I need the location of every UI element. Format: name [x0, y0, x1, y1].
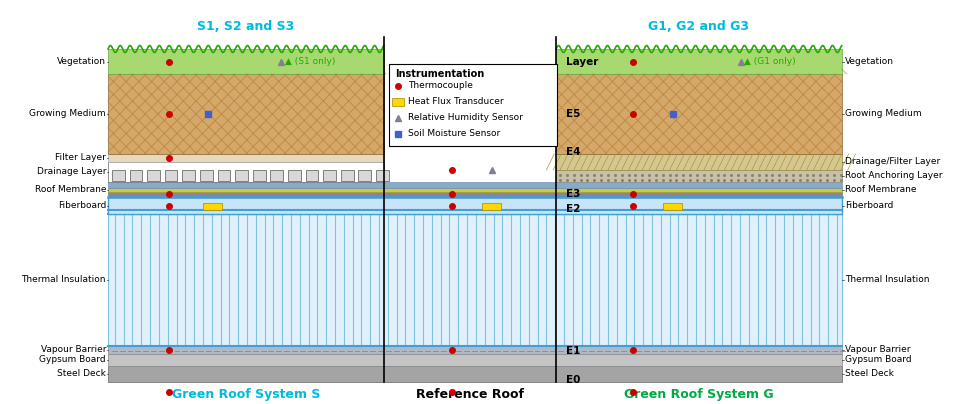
Bar: [108, 188, 842, 192]
Bar: [556, 74, 842, 154]
Text: Relative Humidity Sensor: Relative Humidity Sensor: [408, 114, 523, 122]
Text: Vapour Barrier: Vapour Barrier: [845, 345, 910, 354]
Text: Vapour Barrier: Vapour Barrier: [40, 345, 106, 354]
Bar: [253, 170, 266, 181]
Text: Fiberboard: Fiberboard: [58, 201, 106, 210]
Text: Roof Membrane: Roof Membrane: [845, 185, 916, 194]
Text: E1: E1: [566, 346, 581, 356]
Text: ▲ (G1 only): ▲ (G1 only): [744, 57, 795, 66]
Text: Green Roof System S: Green Roof System S: [171, 388, 320, 401]
Bar: [108, 154, 384, 162]
Text: Drainage/Filter Layer: Drainage/Filter Layer: [845, 158, 940, 166]
Text: E0: E0: [566, 375, 581, 385]
Text: Steel Deck: Steel Deck: [845, 370, 894, 379]
Bar: [165, 170, 177, 181]
Bar: [482, 202, 502, 210]
Bar: [556, 170, 842, 182]
Bar: [218, 170, 230, 181]
Bar: [108, 366, 842, 382]
Bar: [108, 182, 842, 188]
Text: Instrumentation: Instrumentation: [395, 69, 484, 79]
Bar: [108, 49, 384, 74]
Bar: [556, 49, 842, 74]
Text: Gypsum Board: Gypsum Board: [39, 356, 106, 364]
Bar: [358, 170, 371, 181]
Text: Green Roof System G: Green Roof System G: [624, 388, 774, 401]
Text: E3: E3: [566, 189, 581, 199]
Bar: [108, 354, 842, 366]
Bar: [182, 170, 195, 181]
Text: E5: E5: [566, 109, 581, 119]
Text: Thermocouple: Thermocouple: [408, 82, 473, 90]
Bar: [288, 170, 300, 181]
Bar: [663, 202, 683, 210]
Bar: [108, 197, 842, 214]
Text: G1, G2 and G3: G1, G2 and G3: [648, 21, 749, 34]
Text: Filter Layer: Filter Layer: [55, 154, 106, 162]
Bar: [235, 170, 247, 181]
Bar: [108, 162, 384, 182]
Bar: [271, 170, 283, 181]
Text: Reference Roof: Reference Roof: [416, 388, 524, 401]
Bar: [305, 170, 319, 181]
Text: Steel Deck: Steel Deck: [57, 370, 106, 379]
Text: E4: E4: [566, 147, 581, 157]
Text: Vegetation: Vegetation: [845, 57, 894, 66]
Bar: [324, 170, 336, 181]
Text: Soil Moisture Sensor: Soil Moisture Sensor: [408, 130, 501, 139]
Text: ▲ (S1 only): ▲ (S1 only): [285, 57, 335, 66]
Text: Thermal Insulation: Thermal Insulation: [21, 276, 106, 284]
Bar: [389, 64, 558, 146]
Bar: [377, 170, 389, 181]
Bar: [200, 170, 213, 181]
Text: E2: E2: [566, 204, 581, 214]
Bar: [108, 346, 842, 354]
Text: Root Anchoring Layer: Root Anchoring Layer: [845, 172, 942, 181]
Bar: [108, 214, 842, 346]
Text: Layer: Layer: [566, 57, 598, 67]
Text: Roof Membrane: Roof Membrane: [35, 185, 106, 194]
Text: Heat Flux Transducer: Heat Flux Transducer: [408, 97, 504, 107]
Bar: [108, 74, 384, 154]
Bar: [392, 98, 404, 106]
Text: Drainage Layer: Drainage Layer: [37, 168, 106, 177]
Bar: [112, 170, 124, 181]
Text: Thermal Insulation: Thermal Insulation: [845, 276, 929, 284]
Bar: [130, 170, 143, 181]
Bar: [556, 154, 842, 170]
Text: Fiberboard: Fiberboard: [845, 201, 893, 210]
Text: Gypsum Board: Gypsum Board: [845, 356, 911, 364]
Text: Vegetation: Vegetation: [57, 57, 106, 66]
Bar: [203, 202, 222, 210]
Bar: [108, 192, 842, 197]
Text: Growing Medium: Growing Medium: [30, 109, 106, 118]
Bar: [147, 170, 160, 181]
Bar: [341, 170, 353, 181]
Text: S1, S2 and S3: S1, S2 and S3: [197, 21, 295, 34]
Text: Growing Medium: Growing Medium: [845, 109, 922, 118]
